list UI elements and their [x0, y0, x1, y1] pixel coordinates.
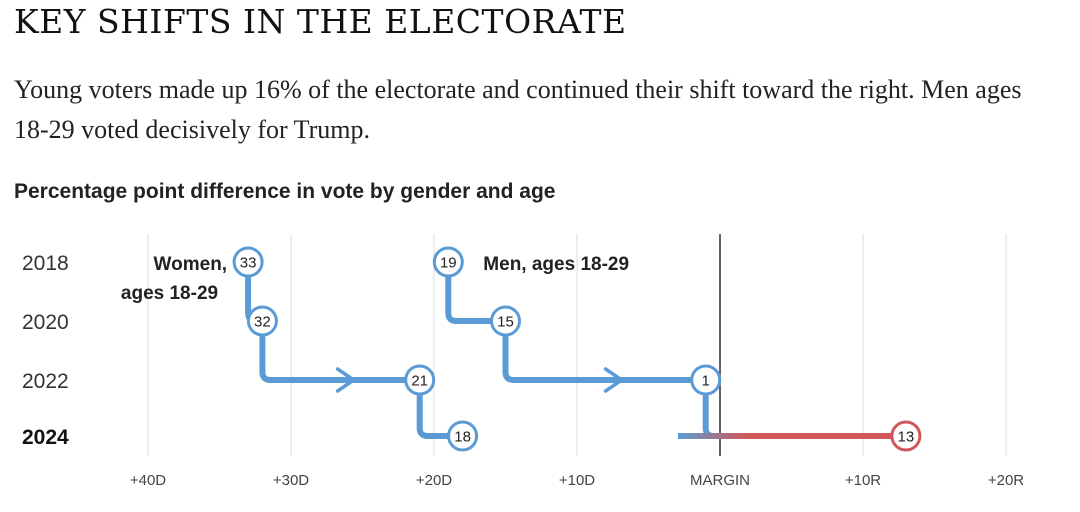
- series-labels: Women, ages 18-29 Men, ages 18-29: [121, 254, 629, 304]
- value-marker: 1: [690, 364, 722, 396]
- data-label: 13: [898, 429, 915, 446]
- series-label: Men, ages 18-29: [483, 254, 629, 275]
- series-label: Women,: [154, 254, 228, 275]
- data-label: 21: [411, 373, 428, 390]
- direction-arrow: [603, 367, 624, 393]
- x-tick-label: +20D: [416, 472, 452, 489]
- value-marker: 13: [890, 420, 922, 452]
- year-label: 2020: [22, 311, 69, 334]
- chart-description: Young voters made up 16% of the electora…: [14, 75, 1022, 144]
- year-label: 2024: [22, 426, 69, 449]
- year-label: 2022: [22, 370, 69, 393]
- direction-arrow: [335, 367, 356, 393]
- year-label: 2018: [22, 252, 69, 275]
- value-marker: 33: [232, 246, 264, 278]
- series-label: ages 18-29: [121, 283, 218, 304]
- x-tick-label: +10R: [845, 472, 881, 489]
- value-marker: 18: [447, 420, 479, 452]
- value-marker: 32: [246, 305, 278, 337]
- x-tick-label: MARGIN: [690, 472, 750, 489]
- grid-lines: [147, 234, 1007, 456]
- value-marker: 15: [490, 305, 521, 337]
- x-tick-labels: +40D +30D +20D +10D MARGIN +10R +20R: [130, 472, 1024, 489]
- value-marker: 19: [432, 246, 464, 278]
- x-tick-label: +10D: [559, 472, 595, 489]
- series-line-end: [678, 433, 906, 439]
- data-label: 18: [454, 429, 471, 446]
- data-label: 32: [254, 314, 271, 331]
- x-tick-label: +20R: [988, 472, 1024, 489]
- chart-title: KEY SHIFTS IN THE ELECTORATE: [14, 2, 627, 41]
- data-label: 19: [440, 255, 457, 272]
- x-tick-label: +40D: [130, 472, 166, 489]
- year-labels: 2018 2020 2022 2024: [22, 252, 69, 449]
- data-label: 1: [702, 373, 710, 390]
- value-markers: 33 32 21 18 19 15 1 13: [232, 246, 922, 452]
- value-marker: 21: [404, 364, 436, 396]
- series-line: [245, 259, 466, 439]
- chart-subtitle: Percentage point difference in vote by g…: [14, 180, 556, 203]
- data-label: 15: [497, 314, 514, 331]
- x-tick-label: +30D: [273, 472, 309, 489]
- data-label: 33: [240, 255, 257, 272]
